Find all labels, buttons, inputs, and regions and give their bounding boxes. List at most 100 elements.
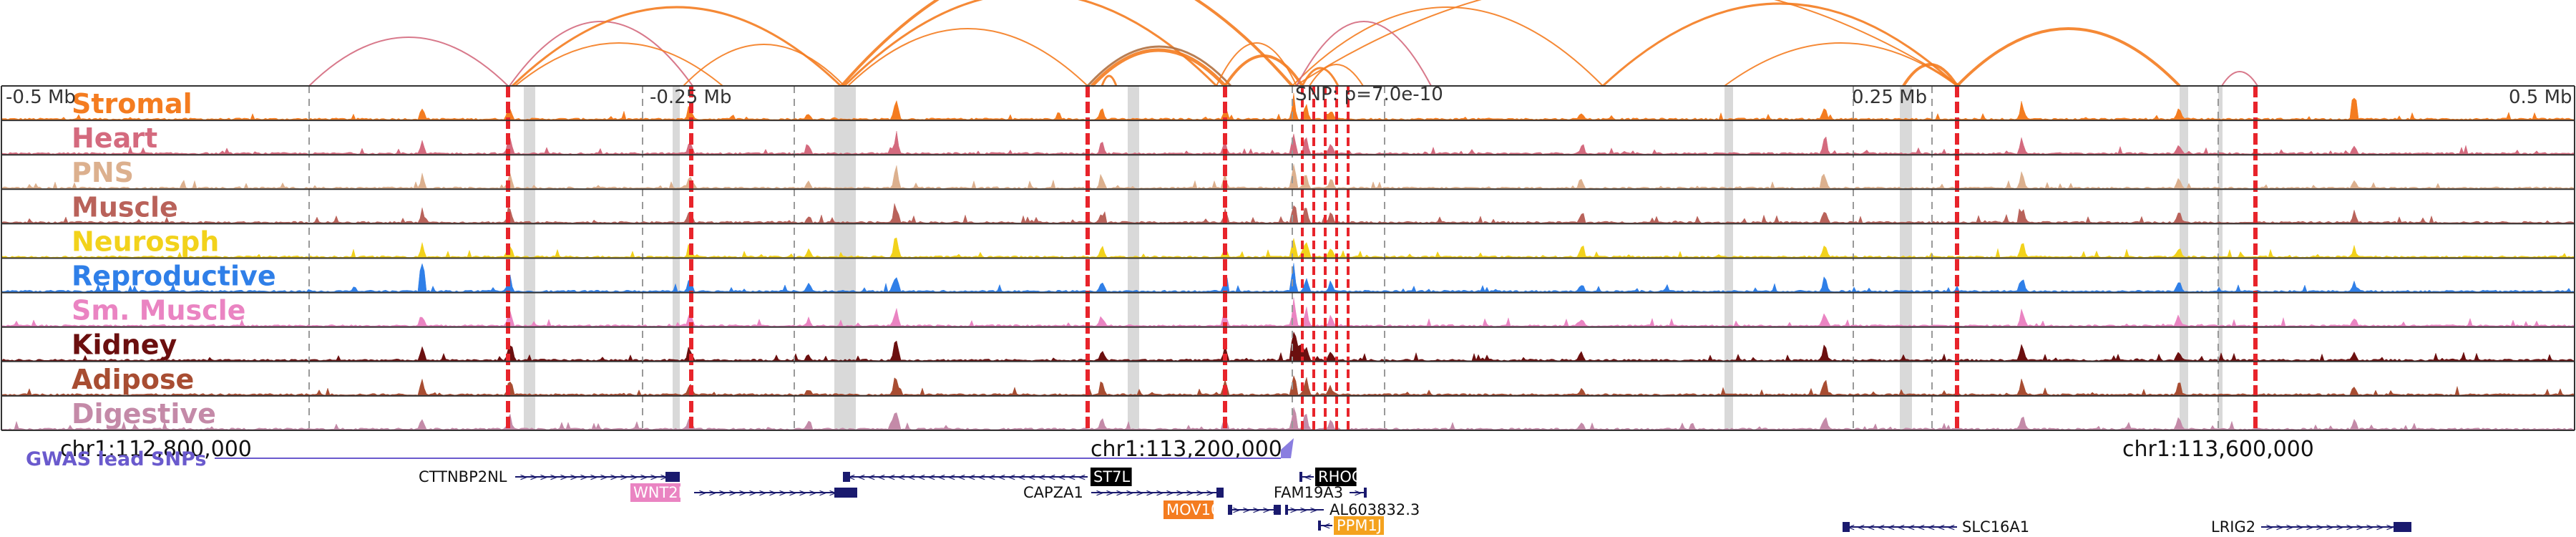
strand-arrow: > (718, 488, 727, 499)
strand-arrow: > (2336, 522, 2344, 533)
track-label: Stromal (72, 88, 192, 120)
signal-track (1, 374, 2575, 396)
strand-arrow: < (1078, 472, 1086, 483)
strand-arrow: > (1176, 488, 1184, 499)
axis-tick-label: 0.25 Mb (1852, 87, 1927, 108)
loop-arc (2221, 71, 2258, 87)
strand-arrow: > (2376, 522, 2384, 533)
loop-arc (511, 6, 842, 87)
gene-exon (843, 472, 850, 482)
track-label: Sm. Muscle (72, 295, 245, 326)
strand-arrow: > (1232, 505, 1241, 516)
strand-arrow: > (1136, 488, 1144, 499)
loop-arc (1956, 27, 2181, 87)
loop-arc (308, 37, 509, 87)
strand-arrow: < (1897, 522, 1906, 533)
strand-arrow: > (2306, 522, 2314, 533)
strand-arrow: < (1847, 522, 1855, 533)
gwas-snp-marker (1281, 438, 1294, 458)
strand-arrow: < (1028, 472, 1036, 483)
track-frames (1, 85, 2575, 431)
strand-arrow: > (2366, 522, 2374, 533)
loop-arc (840, 0, 1294, 87)
gene-name: AL603832.3 (1330, 501, 1420, 518)
strand-arrow: < (1048, 472, 1056, 483)
strand-arrow: < (997, 472, 1006, 483)
strand-arrow: < (1887, 522, 1896, 533)
strand-arrow: > (2265, 522, 2274, 533)
strand-arrow: > (1354, 488, 1362, 499)
strand-arrow: < (917, 472, 926, 483)
strand-arrow: > (2346, 522, 2354, 533)
gene-exon (1285, 505, 1288, 515)
track-label: Kidney (72, 329, 177, 361)
strand-arrow: > (1096, 488, 1104, 499)
signal-track (1, 203, 2575, 223)
signal-track (1, 130, 2575, 155)
strand-arrow: > (620, 472, 628, 483)
strand-arrow: < (897, 472, 906, 483)
signal-tracks (1, 92, 2575, 430)
strand-arrow: > (1262, 505, 1271, 516)
signal-track (1, 92, 2575, 120)
strand-arrow: > (600, 472, 608, 483)
signal-track (1, 164, 2575, 189)
gene-exon (1216, 488, 1224, 498)
gene-name: CTTNBP2NL (419, 468, 507, 485)
gene-name: RHOC (1318, 468, 1362, 485)
loop-arc (847, 28, 1088, 87)
gene-name: ST7L (1093, 468, 1131, 485)
strand-arrow: < (1068, 472, 1076, 483)
loop-arcs (308, 0, 2258, 87)
gene-label-box (630, 483, 680, 502)
strand-arrow: > (580, 472, 588, 483)
strand-arrow: > (1186, 488, 1194, 499)
loop-arc (1224, 54, 1304, 87)
gene-name: FAM19A3 (1274, 484, 1343, 501)
axis-tick-label: -0.5 Mb (6, 87, 76, 108)
strand-arrow: > (2386, 522, 2394, 533)
strand-arrow: > (2296, 522, 2304, 533)
gene-name: LRIG2 (2211, 518, 2255, 536)
strand-arrow: > (1126, 488, 1134, 499)
strand-arrow: > (550, 472, 558, 483)
strand-arrow: > (1156, 488, 1164, 499)
coordinate-label: chr1:113,600,000 (2122, 437, 2314, 462)
strand-arrow: > (1116, 488, 1124, 499)
loop-arc (509, 21, 693, 87)
loop-arc (1724, 42, 1958, 87)
strand-arrow: < (857, 472, 866, 483)
strand-arrow: < (847, 472, 856, 483)
strand-arrow: < (877, 472, 886, 483)
strand-arrow: > (1196, 488, 1204, 499)
strand-arrow: > (660, 472, 668, 483)
strand-arrow: < (937, 472, 946, 483)
gene-name: SLC16A1 (1962, 518, 2029, 536)
track-label: Heart (72, 122, 157, 154)
track-label: Muscle (72, 191, 178, 223)
strand-arrow: > (708, 488, 717, 499)
track-label: Reproductive (72, 261, 276, 292)
gene-exon (1228, 505, 1232, 515)
signal-track (1, 263, 2575, 292)
strand-arrow: > (1289, 505, 1298, 516)
strand-arrow: < (1937, 522, 1946, 533)
gene-name: WNT2B (633, 484, 688, 501)
loop-arc (1086, 45, 1232, 87)
gene-name: CAPZA1 (1023, 484, 1083, 501)
loop-arc (1301, 67, 1340, 87)
strand-arrow: > (2316, 522, 2324, 533)
loop-arc (683, 44, 845, 87)
loop-arc (1101, 74, 1118, 87)
strand-arrow: < (907, 472, 916, 483)
loop-arc (843, 0, 1218, 87)
strand-arrow: > (540, 472, 548, 483)
strand-arrow: < (1058, 472, 1066, 483)
strand-arrow: < (1008, 472, 1016, 483)
strand-arrow: > (560, 472, 568, 483)
strand-arrow: < (1322, 521, 1331, 532)
strand-arrow: > (738, 488, 747, 499)
strand-arrow: < (1304, 472, 1312, 483)
